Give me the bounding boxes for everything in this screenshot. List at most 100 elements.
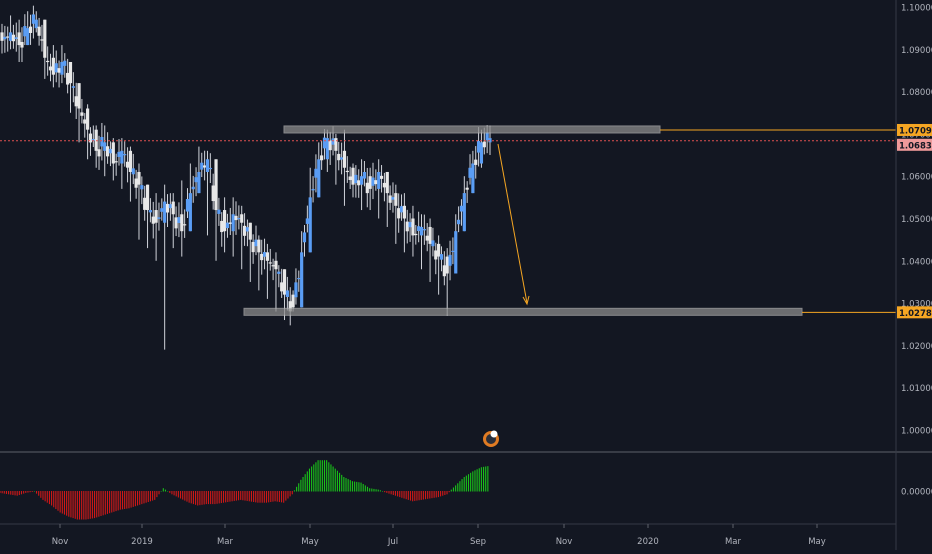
- candle[interactable]: [448, 240, 452, 281]
- candle[interactable]: [294, 268, 298, 305]
- candle[interactable]: [377, 159, 381, 219]
- candle[interactable]: [359, 159, 364, 211]
- candle[interactable]: [97, 135, 101, 170]
- candle[interactable]: [222, 197, 227, 253]
- candle[interactable]: [8, 15, 13, 50]
- candle[interactable]: [86, 104, 90, 160]
- candle[interactable]: [337, 141, 341, 171]
- annotations[interactable]: [0, 125, 896, 316]
- candle[interactable]: [314, 154, 318, 193]
- candle[interactable]: [428, 218, 432, 282]
- candle[interactable]: [334, 133, 338, 185]
- candle[interactable]: [100, 122, 104, 161]
- candle[interactable]: [411, 205, 415, 257]
- candle[interactable]: [105, 132, 110, 164]
- candle[interactable]: [342, 129, 347, 206]
- candle[interactable]: [143, 185, 147, 221]
- candle[interactable]: [151, 201, 155, 239]
- candle[interactable]: [399, 194, 404, 221]
- candle[interactable]: [328, 131, 332, 165]
- candle[interactable]: [305, 205, 309, 233]
- candle[interactable]: [120, 138, 124, 189]
- candle[interactable]: [83, 113, 87, 138]
- resistance-price-badge[interactable]: 1.07093: [897, 123, 932, 136]
- candle[interactable]: [74, 82, 78, 120]
- candle[interactable]: [214, 159, 218, 261]
- candle[interactable]: [265, 243, 270, 299]
- candle[interactable]: [77, 83, 81, 143]
- candle[interactable]: [340, 142, 344, 175]
- candle[interactable]: [240, 205, 244, 270]
- candle[interactable]: [71, 72, 75, 103]
- candle[interactable]: [479, 129, 484, 168]
- candle[interactable]: [160, 198, 164, 221]
- candle[interactable]: [257, 235, 261, 291]
- candle[interactable]: [474, 146, 478, 179]
- candle[interactable]: [471, 150, 475, 194]
- candle[interactable]: [197, 146, 201, 194]
- candle[interactable]: [451, 237, 455, 265]
- candle[interactable]: [445, 248, 449, 316]
- candle[interactable]: [357, 169, 361, 198]
- candle[interactable]: [211, 173, 215, 210]
- candle[interactable]: [117, 139, 121, 166]
- candle[interactable]: [362, 160, 367, 187]
- candle[interactable]: [68, 61, 73, 113]
- candle[interactable]: [245, 219, 250, 247]
- candle[interactable]: [382, 172, 387, 202]
- resistance-zone[interactable]: [283, 125, 661, 134]
- candle[interactable]: [163, 184, 167, 350]
- candle[interactable]: [260, 239, 264, 275]
- candle[interactable]: [131, 153, 135, 185]
- support-zone[interactable]: [243, 307, 803, 316]
- candle[interactable]: [165, 194, 170, 227]
- candle[interactable]: [277, 265, 281, 288]
- candle[interactable]: [325, 129, 329, 172]
- candle[interactable]: [254, 225, 258, 256]
- candle[interactable]: [40, 24, 44, 52]
- candle[interactable]: [379, 165, 384, 193]
- candle[interactable]: [320, 140, 324, 170]
- candle[interactable]: [191, 175, 195, 203]
- candle[interactable]: [414, 224, 418, 245]
- candle[interactable]: [23, 14, 27, 46]
- candle[interactable]: [368, 167, 372, 211]
- candle[interactable]: [297, 270, 301, 292]
- candle[interactable]: [391, 182, 395, 213]
- candle[interactable]: [302, 225, 307, 257]
- candle[interactable]: [402, 193, 406, 253]
- candle[interactable]: [137, 163, 141, 240]
- candle[interactable]: [231, 197, 235, 257]
- candle[interactable]: [220, 212, 224, 247]
- candle[interactable]: [26, 11, 30, 46]
- candle[interactable]: [103, 125, 107, 177]
- candle[interactable]: [91, 125, 95, 148]
- main-pane[interactable]: [0, 5, 492, 350]
- candle[interactable]: [28, 14, 33, 45]
- candle[interactable]: [388, 185, 392, 211]
- candle[interactable]: [0, 23, 4, 54]
- candle[interactable]: [371, 162, 375, 200]
- indicator-pane[interactable]: [0, 460, 489, 520]
- candle[interactable]: [442, 251, 446, 286]
- candle[interactable]: [177, 202, 181, 238]
- candle[interactable]: [248, 222, 252, 282]
- candle[interactable]: [262, 238, 267, 270]
- candle[interactable]: [351, 163, 355, 198]
- candle[interactable]: [228, 207, 232, 236]
- candle[interactable]: [322, 129, 327, 160]
- candle[interactable]: [43, 19, 47, 79]
- candle[interactable]: [234, 201, 238, 235]
- candle[interactable]: [425, 223, 429, 252]
- candle[interactable]: [419, 214, 424, 270]
- candle[interactable]: [274, 252, 278, 312]
- candle[interactable]: [66, 58, 70, 94]
- candle[interactable]: [385, 171, 389, 227]
- candle[interactable]: [111, 138, 115, 181]
- candle[interactable]: [434, 242, 438, 275]
- candle[interactable]: [57, 60, 61, 88]
- candle[interactable]: [405, 209, 409, 244]
- candle[interactable]: [194, 167, 198, 197]
- price-axis[interactable]: 1.100001.090001.080001.070001.060001.050…: [897, 4, 932, 498]
